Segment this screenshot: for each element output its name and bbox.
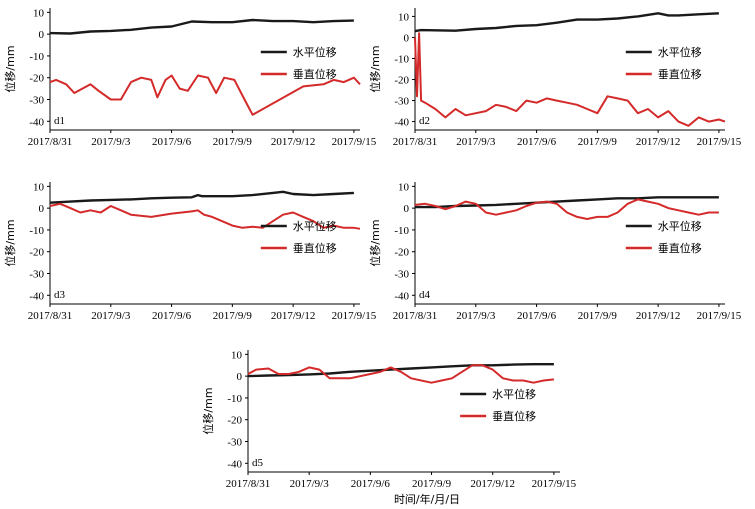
- x-tick-label: 2017/9/6: [152, 136, 192, 148]
- x-tick-label: 2017/8/31: [226, 478, 271, 490]
- x-tick-label: 2017/9/6: [152, 310, 192, 322]
- x-tick-label: 2017/9/9: [578, 310, 618, 322]
- legend-label: 水平位移: [658, 45, 702, 59]
- y-tick-label: -20: [394, 247, 409, 259]
- x-tick-label: 2017/9/15: [697, 310, 742, 322]
- series-line-horizontal: [49, 18, 354, 35]
- series-line-vertical: [247, 364, 555, 384]
- legend-label: 水平位移: [293, 45, 337, 59]
- y-tick-label: -20: [227, 415, 242, 427]
- y-axis-title: 位移/mm: [368, 45, 382, 92]
- y-axis-title: 位移/mm: [3, 219, 17, 266]
- series-line-vertical: [49, 74, 361, 116]
- panel-d1: 10 0 -10 -20 -30 -40 2017/8/31 2017/9/3 2017/9/6…: [3, 7, 377, 148]
- x-tick-label: 2017/9/3: [91, 136, 131, 148]
- x-tick-label: 2017/9/3: [290, 478, 330, 490]
- y-tick-label: 10: [398, 181, 410, 193]
- panel-d5: 10 0 -10 -20 -30 -40 2017/8/31 2017/9/3 2017/9/6…: [201, 349, 577, 490]
- y-tick-label: 10: [398, 11, 410, 23]
- x-tick-label: 2017/8/31: [393, 310, 438, 322]
- y-tick-label: 10: [231, 349, 243, 361]
- y-tick-label: -10: [29, 51, 44, 63]
- y-tick-label: -10: [29, 225, 44, 237]
- y-tick-label: -20: [394, 75, 409, 87]
- x-tick-label: 2017/9/15: [332, 136, 377, 148]
- series-line-vertical: [414, 32, 726, 127]
- panel-label: d4: [419, 289, 431, 301]
- x-tick-label: 2017/8/31: [28, 310, 73, 322]
- x-tick-label: 2017/9/3: [91, 310, 131, 322]
- y-axis-title: 位移/mm: [368, 219, 382, 266]
- panel-label: d2: [419, 115, 430, 127]
- y-tick-label: -40: [29, 116, 44, 128]
- y-tick-label: -30: [394, 269, 409, 281]
- legend-label: 水平位移: [492, 387, 536, 401]
- legend-label: 垂直位移: [658, 67, 702, 81]
- y-tick-label: -40: [227, 458, 242, 470]
- y-tick-label: -30: [29, 269, 44, 281]
- y-tick-label: 0: [404, 203, 410, 215]
- x-tick-label: 2017/9/12: [470, 478, 515, 490]
- y-axis-title: 位移/mm: [3, 45, 17, 92]
- y-tick-label: -10: [394, 53, 409, 65]
- panel-d3: 10 0 -10 -20 -30 -40 2017/8/31 2017/9/3 2017/9/6…: [3, 181, 377, 322]
- y-tick-label: -20: [29, 247, 44, 259]
- panel-d2: 10 0 -10 -20 -30 -40 2017/8/31 2017/9/3 2017/9/6…: [368, 8, 742, 148]
- x-tick-label: 2017/9/6: [351, 478, 391, 490]
- x-axis-title: 时间/年/月/日: [394, 492, 460, 506]
- x-tick-label: 2017/9/12: [636, 136, 681, 148]
- x-tick-label: 2017/9/15: [697, 136, 742, 148]
- series-line-vertical: [49, 202, 361, 230]
- legend-label: 垂直位移: [658, 241, 702, 255]
- panel-label: d1: [54, 115, 65, 127]
- x-tick-label: 2017/9/9: [578, 136, 618, 148]
- y-tick-label: 0: [39, 29, 45, 41]
- y-tick-label: 10: [33, 7, 45, 19]
- y-tick-label: -10: [227, 393, 242, 405]
- y-tick-label: -30: [394, 96, 409, 108]
- y-tick-label: -40: [394, 290, 409, 302]
- y-tick-label: -10: [394, 225, 409, 237]
- panel-label: d3: [54, 289, 66, 301]
- panel-label: d5: [252, 457, 264, 469]
- x-tick-label: 2017/9/12: [636, 310, 681, 322]
- legend-label: 水平位移: [658, 219, 702, 233]
- x-tick-label: 2017/9/12: [271, 310, 316, 322]
- x-tick-label: 2017/9/9: [213, 310, 253, 322]
- y-tick-label: 0: [237, 371, 243, 383]
- series-line-horizontal: [415, 196, 719, 209]
- x-tick-label: 2017/9/15: [532, 478, 577, 490]
- x-tick-label: 2017/9/12: [271, 136, 316, 148]
- x-tick-label: 2017/9/6: [517, 136, 557, 148]
- x-tick-label: 2017/8/31: [393, 136, 438, 148]
- x-tick-label: 2017/9/3: [456, 136, 496, 148]
- y-tick-label: -40: [394, 117, 409, 129]
- panel-d4: 10 0 -10 -20 -30 -40 2017/8/31 2017/9/3 2017/9/6…: [368, 181, 742, 322]
- x-tick-label: 2017/8/31: [28, 136, 73, 148]
- y-tick-label: 0: [39, 203, 45, 215]
- series-line-horizontal: [49, 190, 354, 204]
- legend-label: 垂直位移: [293, 241, 337, 255]
- y-tick-label: -20: [29, 73, 44, 85]
- x-tick-label: 2017/9/6: [517, 310, 557, 322]
- y-tick-label: -40: [29, 290, 44, 302]
- x-tick-label: 2017/9/15: [332, 310, 377, 322]
- legend-label: 垂直位移: [492, 409, 536, 423]
- y-tick-label: 0: [404, 32, 410, 44]
- x-tick-label: 2017/9/3: [456, 310, 496, 322]
- y-tick-label: 10: [33, 181, 45, 193]
- series-line-vertical: [414, 198, 719, 220]
- series-line-horizontal: [247, 363, 554, 378]
- legend-label: 垂直位移: [293, 67, 337, 81]
- legend-label: 水平位移: [293, 219, 337, 233]
- y-tick-label: -30: [227, 437, 242, 449]
- y-tick-label: -30: [29, 95, 44, 107]
- series-line-horizontal: [414, 12, 719, 33]
- x-tick-label: 2017/9/9: [412, 478, 452, 490]
- x-tick-label: 2017/9/9: [213, 136, 253, 148]
- y-axis-title: 位移/mm: [201, 387, 215, 434]
